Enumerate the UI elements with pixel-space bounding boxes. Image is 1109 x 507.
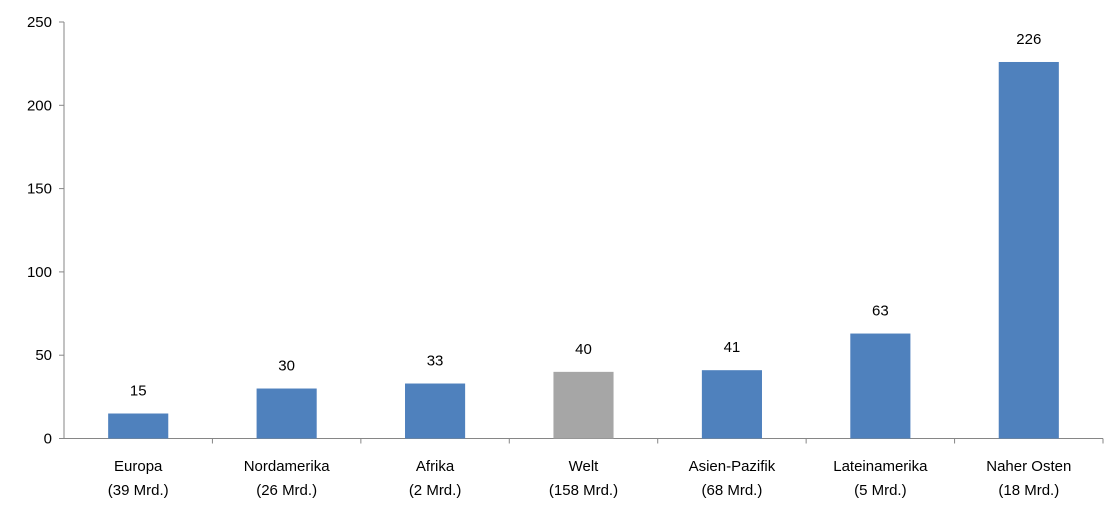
bar bbox=[701, 370, 762, 439]
bars bbox=[108, 61, 1059, 439]
category-label: Europa bbox=[114, 458, 163, 475]
data-label: 30 bbox=[278, 358, 295, 375]
bar bbox=[553, 371, 614, 439]
category-label: Asien-Pazifik bbox=[689, 458, 776, 475]
category-label: Nordamerika bbox=[244, 458, 331, 475]
data-label: 226 bbox=[1016, 31, 1041, 48]
data-label: 63 bbox=[872, 303, 889, 320]
category-sublabel: (18 Mrd.) bbox=[998, 482, 1059, 499]
category-sublabel: (2 Mrd.) bbox=[409, 482, 462, 499]
category-sublabel: (5 Mrd.) bbox=[854, 482, 907, 499]
data-label: 33 bbox=[427, 353, 444, 370]
y-tick-label: 200 bbox=[27, 97, 52, 114]
category-sublabel: (68 Mrd.) bbox=[702, 482, 763, 499]
category-label: Naher Osten bbox=[986, 458, 1071, 475]
bar bbox=[850, 333, 911, 439]
labels: 15 Europa (39 Mrd.) 30 Nordamerika (26 Mrd.) 3… bbox=[108, 31, 1072, 499]
category-label: Lateinamerika bbox=[833, 458, 928, 475]
y-tick-label: 150 bbox=[27, 181, 52, 198]
bar bbox=[998, 61, 1059, 439]
category-sublabel: (39 Mrd.) bbox=[108, 482, 169, 499]
data-label: 15 bbox=[130, 383, 147, 400]
category-label: Afrika bbox=[416, 458, 455, 475]
category-label: Welt bbox=[569, 458, 600, 475]
y-tick-label: 0 bbox=[44, 431, 52, 448]
data-label: 41 bbox=[724, 339, 741, 356]
category-sublabel: (158 Mrd.) bbox=[549, 482, 618, 499]
y-tick-label: 50 bbox=[35, 347, 52, 364]
bar bbox=[405, 383, 466, 439]
y-tick-label: 250 bbox=[27, 14, 52, 31]
data-label: 40 bbox=[575, 341, 592, 358]
category-sublabel: (26 Mrd.) bbox=[256, 482, 317, 499]
bar bbox=[108, 413, 169, 439]
bar bbox=[256, 388, 317, 439]
axes: 0 50 100 150 200 250 bbox=[27, 14, 1104, 448]
y-tick-label: 100 bbox=[27, 264, 52, 281]
